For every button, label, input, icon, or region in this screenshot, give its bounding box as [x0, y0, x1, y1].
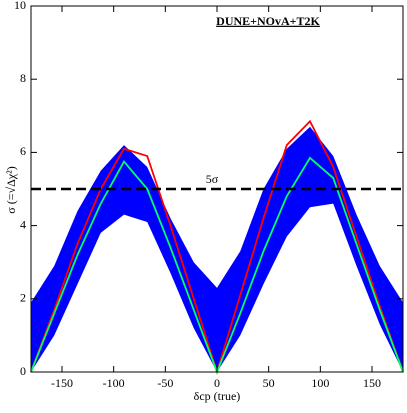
- y-axis-label: σ (=√Δχ²): [4, 166, 18, 213]
- x-tick-label: 0: [214, 376, 220, 390]
- x-tick-label: -150: [51, 376, 73, 390]
- x-tick-label: -50: [157, 376, 173, 390]
- y-tick-label: 6: [20, 144, 26, 158]
- y-tick-label: 4: [20, 217, 26, 231]
- x-tick-label: -100: [103, 376, 125, 390]
- x-tick-label: 100: [311, 376, 329, 390]
- x-tick-label: 50: [263, 376, 275, 390]
- chart-title: DUNE+NOvA+T2K: [216, 14, 320, 28]
- x-tick-label: 150: [363, 376, 381, 390]
- x-axis-label: δcp (true): [194, 389, 241, 403]
- y-tick-label: 0: [20, 364, 26, 378]
- y-tick-label: 10: [14, 0, 26, 12]
- y-tick-label: 8: [20, 71, 26, 85]
- annotation: 5σ: [206, 172, 219, 186]
- y-tick-label: 2: [20, 291, 26, 305]
- band: [31, 126, 403, 372]
